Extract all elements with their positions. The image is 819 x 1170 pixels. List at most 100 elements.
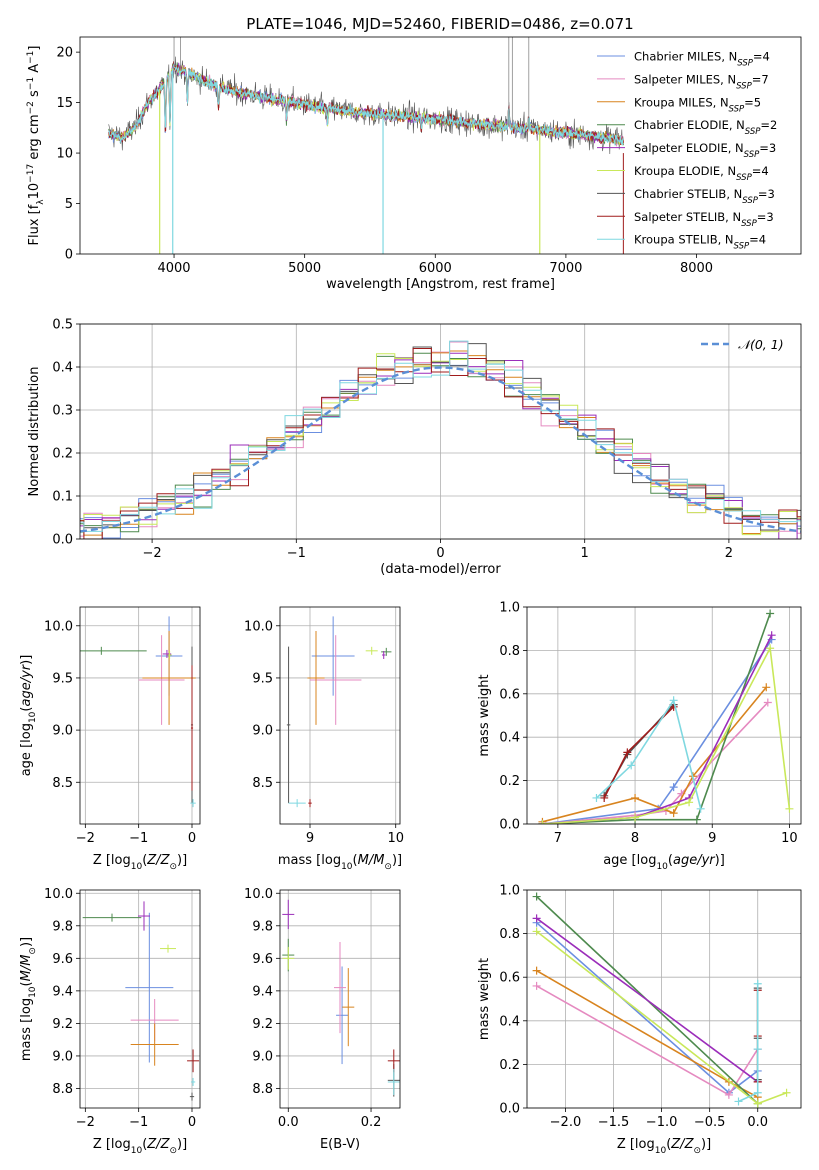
x-axis-label: Z [log10(Z/Z⊙)] — [93, 853, 187, 872]
error-point — [387, 1049, 400, 1073]
x-tick-label: 2 — [725, 546, 733, 561]
y-tick-label: 10.0 — [44, 619, 73, 634]
y-tick-label: 0.4 — [499, 1014, 520, 1029]
series-line — [738, 983, 759, 1103]
series-marker — [785, 804, 794, 813]
series-marker — [669, 783, 678, 792]
legend-label: 𝒩(0, 1) — [738, 337, 784, 352]
x-axis-label: E(B-V) — [320, 1137, 360, 1152]
x-tick-label: −2 — [143, 546, 162, 561]
error-point — [187, 1049, 200, 1073]
y-tick-label: 0.8 — [499, 644, 520, 659]
series-line — [603, 704, 675, 797]
y-tick-label: 10 — [56, 147, 73, 162]
y-tick-label: 5 — [65, 197, 73, 212]
y-tick-label: 8.8 — [252, 1082, 273, 1097]
x-tick-label: −0.5 — [694, 1115, 726, 1130]
error-point — [308, 799, 312, 808]
y-tick-label: 0.4 — [499, 731, 520, 746]
series-marker — [669, 696, 678, 705]
series-marker — [696, 804, 705, 813]
x-tick-label: −1 — [287, 546, 306, 561]
x-tick-label: 0.0 — [747, 1115, 768, 1130]
plot-area — [282, 899, 400, 1097]
series-marker — [532, 892, 541, 901]
series-marker — [753, 1045, 762, 1054]
error-point — [160, 944, 176, 953]
error-point — [190, 1077, 196, 1086]
error-point — [288, 799, 306, 808]
error-point — [80, 646, 147, 655]
legend-label: Chabrier MILES, NSSP=4 — [634, 50, 770, 69]
series-line — [542, 639, 773, 824]
plot-area — [82, 901, 200, 1101]
y-tick-label: 10.0 — [44, 887, 73, 902]
y-tick-label: 10.0 — [244, 887, 273, 902]
series-marker — [753, 979, 762, 988]
series-marker — [753, 1088, 762, 1097]
x-tick-label: 1 — [581, 546, 589, 561]
legend-label: Chabrier STELIB, NSSP=3 — [634, 187, 775, 206]
x-axis-label: wavelength [Angstrom, rest frame] — [326, 277, 555, 292]
y-tick-label: 0.6 — [499, 971, 520, 986]
series-marker — [766, 609, 775, 618]
series-line — [536, 922, 759, 1094]
x-tick-label: −1.0 — [646, 1115, 678, 1130]
series-line — [542, 613, 771, 824]
y-tick-label: 15 — [56, 96, 73, 111]
y-tick-label: 0.4 — [52, 361, 73, 376]
error-point — [382, 650, 386, 659]
normal-curve — [80, 366, 801, 533]
error-point — [167, 650, 172, 659]
plot-area — [538, 609, 794, 824]
y-tick-label: 8.8 — [52, 1082, 73, 1097]
legend-label: Chabrier ELODIE, NSSP=2 — [634, 118, 777, 137]
axes-frame — [79, 323, 802, 540]
error-point — [381, 647, 392, 656]
x-tick-label: −1 — [129, 1115, 148, 1130]
x-tick-label: 0 — [188, 1115, 196, 1130]
panel-6: −2 −1 0 8.8 9.0 9.2 9.4 9.6 9.8 10.0 Z [log10(Z/Z⊙… — [19, 887, 201, 1156]
series-marker — [669, 809, 678, 818]
x-tick-label: 4000 — [157, 261, 190, 276]
spectrum-line — [108, 63, 624, 146]
axes-frame — [79, 36, 802, 255]
axes-frame — [279, 606, 401, 825]
error-point — [310, 635, 362, 725]
y-tick-label: 0.8 — [499, 927, 520, 942]
legend-label: Salpeter ELODIE, NSSP=3 — [634, 141, 776, 160]
error-point — [286, 646, 291, 804]
error-point — [282, 899, 295, 930]
y-tick-label: 10.0 — [244, 619, 273, 634]
y-axis-label: mass [log10(M/M⊙)] — [19, 937, 38, 1061]
axes-frame — [79, 889, 201, 1109]
series-marker — [631, 793, 640, 802]
y-tick-label: 9.2 — [252, 1017, 273, 1032]
plot-area — [108, 37, 624, 254]
x-tick-label: 0.0 — [278, 1115, 299, 1130]
series-marker — [532, 927, 541, 936]
error-point — [125, 912, 174, 1063]
y-tick-label: 9.6 — [52, 952, 73, 967]
panel-7: 0.0 0.2 8.8 9.0 9.2 9.4 9.6 9.8 10.0 E(B-V) — [244, 887, 401, 1152]
y-tick-label: 9.0 — [52, 1049, 73, 1064]
series-marker — [767, 631, 776, 640]
series-marker — [631, 813, 640, 822]
x-axis-label: mass [log10(M/M⊙)] — [278, 853, 402, 872]
legend-label: Kroupa MILES, NSSP=5 — [634, 95, 761, 114]
series-marker — [623, 748, 632, 757]
x-axis-label: Z [log10(Z/Z⊙)] — [93, 1137, 187, 1156]
error-point — [189, 1092, 195, 1101]
legend-label: Kroupa ELODIE, NSSP=4 — [634, 164, 769, 183]
series-line — [542, 634, 773, 824]
legend: 𝒩(0, 1) — [701, 337, 784, 352]
error-point — [190, 665, 194, 791]
series-marker — [538, 820, 547, 824]
error-point — [282, 946, 295, 970]
y-axis-label: Flux [fλ10−17 erg cm−2 s−1 A−1] — [26, 46, 46, 246]
y-tick-label: 0.5 — [52, 318, 73, 333]
x-tick-label: −2.0 — [550, 1115, 582, 1130]
y-tick-label: 0.6 — [499, 687, 520, 702]
x-tick-label: 0 — [188, 831, 196, 846]
